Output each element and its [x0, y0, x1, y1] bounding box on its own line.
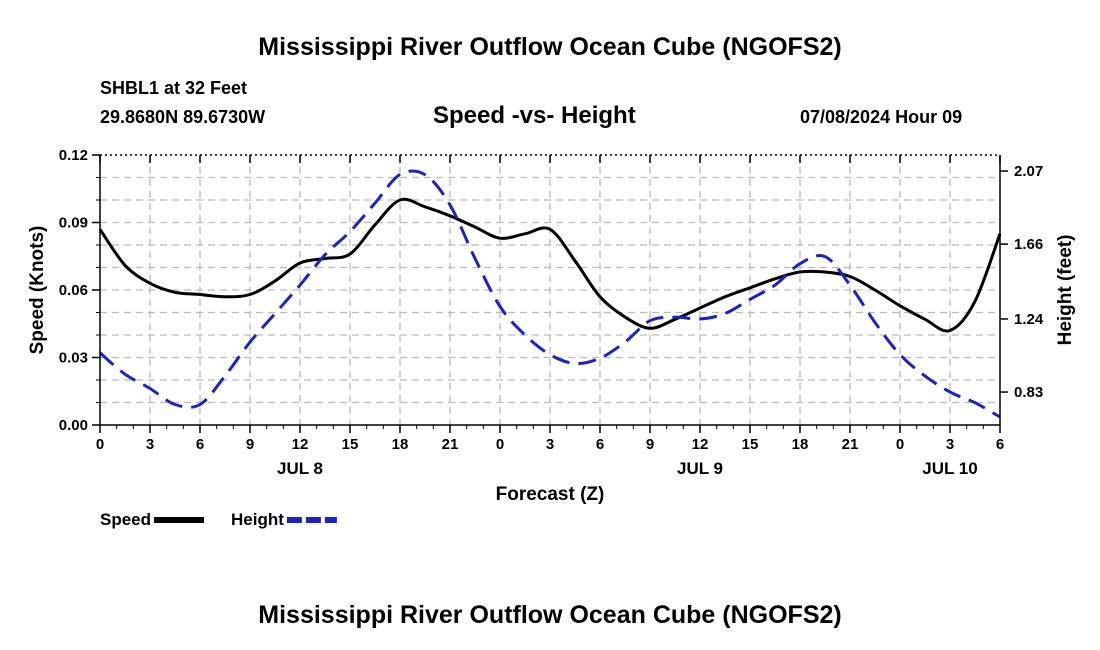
legend-label-height: Height: [231, 510, 284, 529]
x-tick-label: 3: [546, 436, 554, 453]
chart-series: [98, 169, 1002, 419]
x-tick-label: 21: [442, 436, 459, 453]
x-tick-label: 15: [742, 436, 759, 453]
y-right-tick-label: 2.07: [1014, 163, 1043, 180]
x-tick-label: 6: [596, 436, 604, 453]
x-tick-label: 3: [146, 436, 154, 453]
x-tick-label: 0: [496, 436, 504, 453]
day-label: JUL 9: [677, 459, 723, 478]
chart-grid: [100, 155, 1000, 425]
y-left-tick-label: 0.00: [59, 417, 88, 434]
x-tick-label: 21: [842, 436, 859, 453]
speed-series-line: [98, 197, 1002, 333]
x-tick-label: 12: [292, 436, 309, 453]
x-tick-label: 18: [392, 436, 409, 453]
y-right-axis-label: Height (feet): [1055, 235, 1076, 346]
day-label: JUL 10: [922, 459, 977, 478]
y-left-tick-label: 0.12: [59, 147, 88, 164]
speed-height-chart: 0 3 6 9 12 15 18 21 0 3 6 9 12 15 18 21 0 3 6 JUL 8 JUL 9 JUL…: [27, 147, 1076, 529]
forecast-datetime: 07/08/2024 Hour 09: [800, 107, 963, 127]
x-tick-label: 15: [342, 436, 359, 453]
day-label: JUL 8: [277, 459, 323, 478]
x-tick-label: 18: [792, 436, 809, 453]
y-right-tick-label: 1.66: [1014, 236, 1043, 253]
x-tick-label: 0: [96, 436, 104, 453]
x-tick-label: 6: [996, 436, 1004, 453]
y-left-tick-label: 0.03: [59, 350, 88, 367]
footer-title: Mississippi River Outflow Ocean Cube (NG…: [258, 601, 842, 629]
x-tick-label: 9: [646, 436, 654, 453]
chart-legend: Speed Height: [100, 510, 337, 529]
chart-axes: 0 3 6 9 12 15 18 21 0 3 6 9 12 15 18 21 0 3 6 JUL 8 JUL 9 JUL…: [27, 147, 1076, 505]
y-right-tick-label: 1.24: [1014, 311, 1044, 328]
x-tick-label: 6: [196, 436, 204, 453]
legend-label-speed: Speed: [100, 510, 151, 529]
y-left-axis-label: Speed (Knots): [27, 226, 48, 355]
chart-subtitle: Speed -vs- Height: [433, 102, 636, 129]
x-axis-label: Forecast (Z): [496, 484, 605, 505]
x-tick-label: 3: [946, 436, 954, 453]
station-label: SHBL1 at 32 Feet: [100, 78, 248, 98]
x-tick-label: 9: [246, 436, 254, 453]
y-left-tick-label: 0.09: [59, 215, 88, 232]
height-series-line: [99, 169, 1001, 419]
y-left-tick-label: 0.06: [59, 282, 88, 299]
x-tick-label: 12: [692, 436, 709, 453]
station-coordinates: 29.8680N 89.6730W: [100, 107, 266, 127]
y-right-tick-label: 0.83: [1014, 384, 1043, 401]
chart-title: Mississippi River Outflow Ocean Cube (NG…: [258, 33, 842, 61]
x-tick-label: 0: [896, 436, 904, 453]
